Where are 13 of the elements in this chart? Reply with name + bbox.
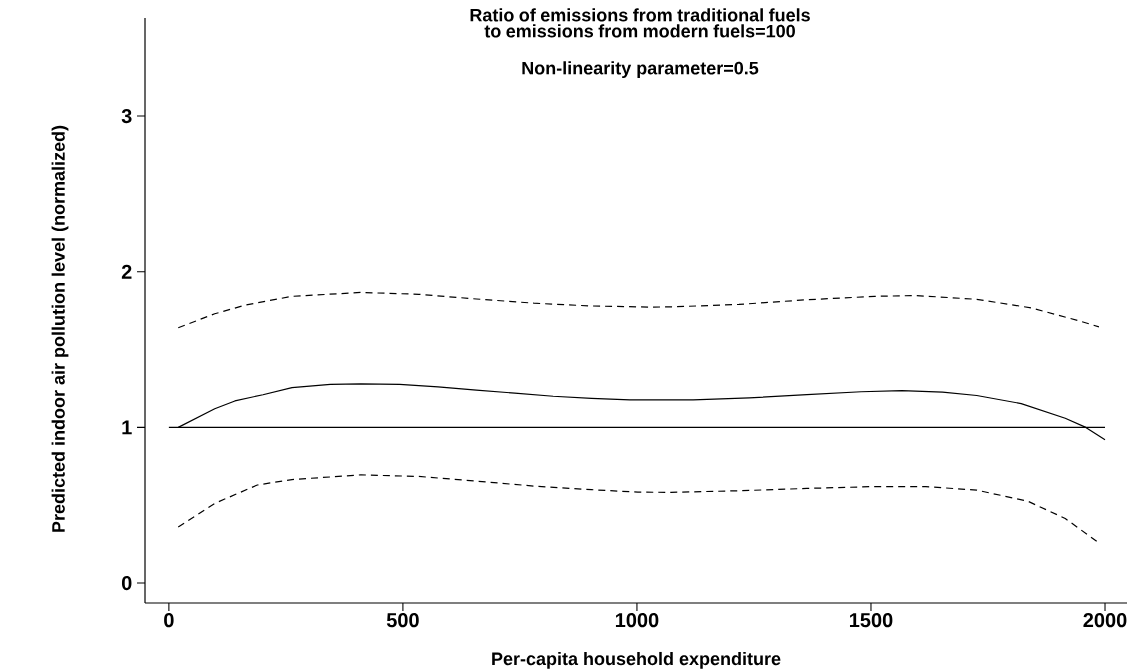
x-tick-label: 0 (164, 613, 174, 628)
x-tick-label: 1000 (615, 613, 659, 628)
chart-title: Ratio of emissions from traditional fuels to emissions from modern fuels=100 (470, 8, 810, 38)
y-tick-label: 3 (121, 108, 132, 124)
x-axis-title: Per-capita household expenditure (492, 651, 781, 669)
x-tick-label: 2000 (1083, 613, 1127, 628)
text: Non-linearity parameter=0.5 (522, 61, 759, 79)
y-tick-label: 1 (122, 420, 132, 435)
y-tick-label: 2 (121, 264, 132, 279)
y-tick-label: 0 (121, 575, 132, 591)
x-tick-label: 500 (386, 613, 419, 628)
y-axis-title: Predicted indoor air pollution level (normalized) (51, 125, 69, 532)
x-tick-label: 1500 (849, 613, 893, 628)
